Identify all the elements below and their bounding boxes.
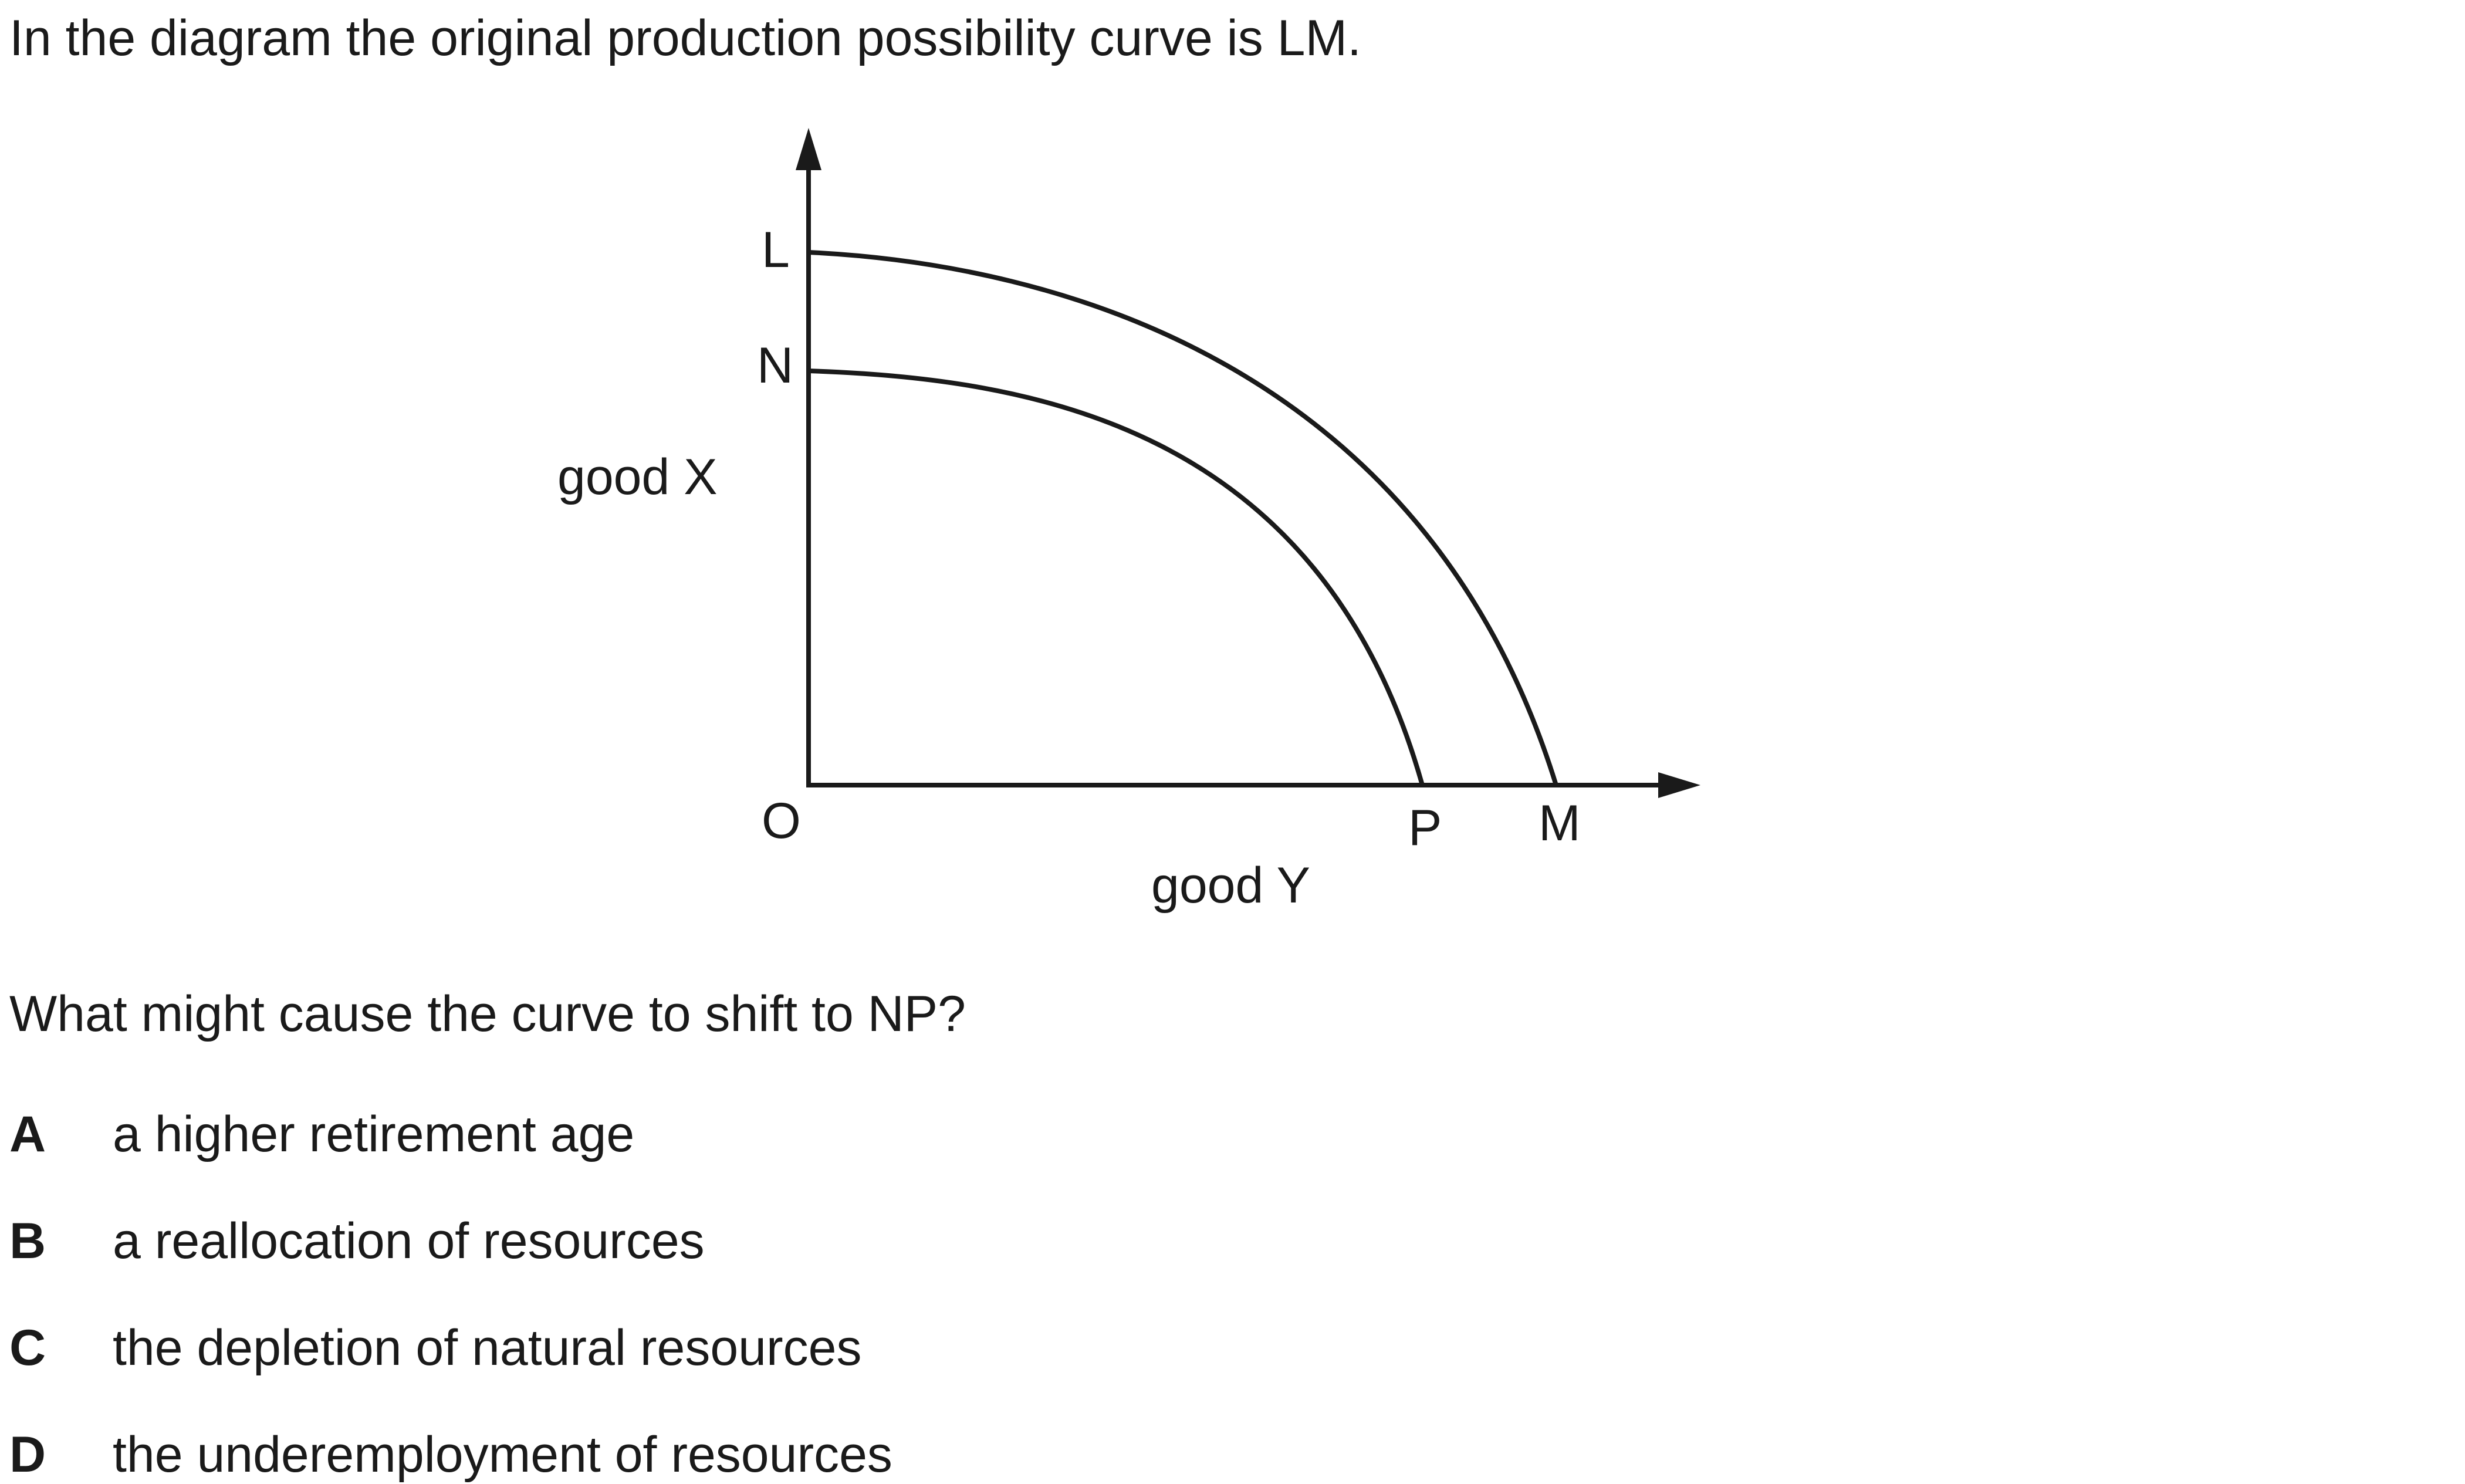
option-letter: C xyxy=(9,1320,46,1376)
option-letter: D xyxy=(9,1426,46,1483)
option-text: a higher retirement age xyxy=(113,1106,635,1162)
option-letter: B xyxy=(9,1213,46,1269)
x-axis-arrow xyxy=(1658,772,1700,798)
curve-np xyxy=(808,369,1425,786)
option-text: a reallocation of resources xyxy=(113,1213,705,1269)
point-label-l: L xyxy=(762,222,790,278)
option-letter: A xyxy=(9,1106,46,1162)
x-axis-label: good Y xyxy=(1151,857,1310,914)
option-text: the depletion of natural resources xyxy=(113,1320,862,1376)
curve-lm xyxy=(808,250,1558,786)
y-axis-arrow xyxy=(796,128,821,170)
option-text: the underemployment of resources xyxy=(113,1426,892,1483)
intro-text: In the diagram the original production p… xyxy=(9,10,1362,66)
point-label-m: M xyxy=(1538,795,1581,851)
y-axis-label: good X xyxy=(557,449,718,505)
question-text: What might cause the curve to shift to N… xyxy=(9,986,966,1042)
point-label-n: N xyxy=(757,337,793,394)
origin-label: O xyxy=(762,793,801,849)
point-label-p: P xyxy=(1408,800,1442,856)
